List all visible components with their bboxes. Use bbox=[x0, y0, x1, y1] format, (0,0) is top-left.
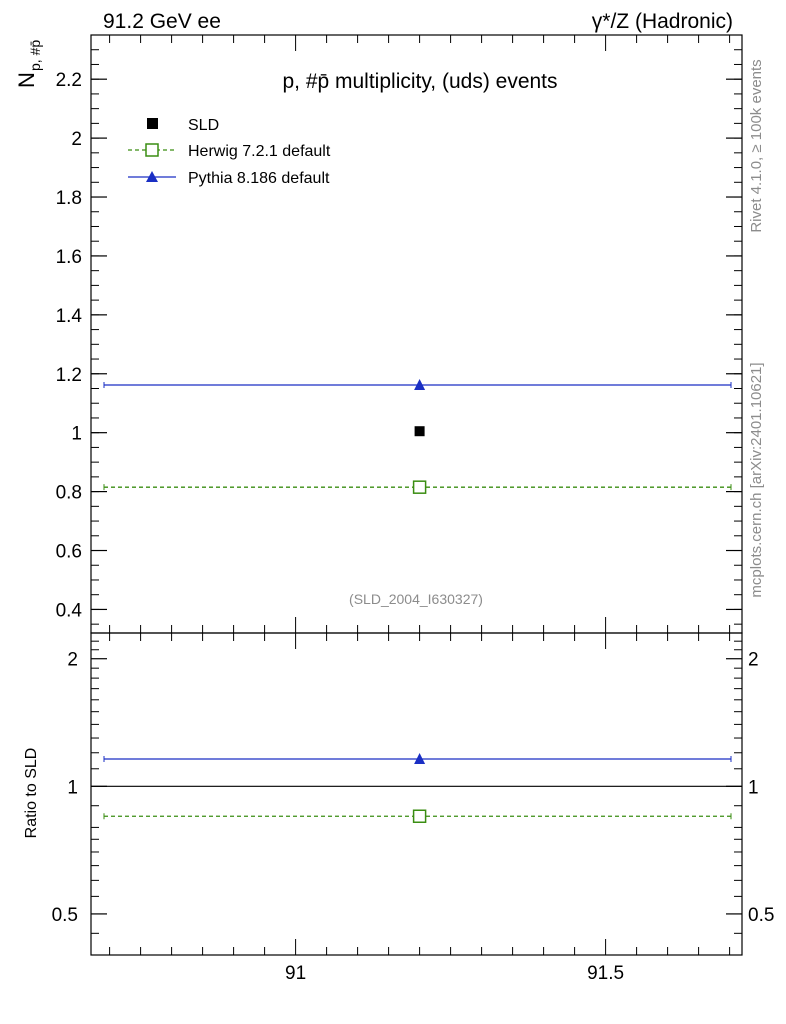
ratio-y-tick-label: 2 bbox=[67, 650, 78, 671]
main-y-tick-label: 1.2 bbox=[56, 365, 82, 386]
ratio-y-tick-label-right: 1 bbox=[748, 777, 759, 798]
main-y-tick-label: 0.8 bbox=[56, 483, 82, 504]
ratio-x-ticks: 91 91.5 bbox=[109, 633, 731, 984]
main-x-ticks bbox=[109, 35, 731, 633]
main-y-ticks: 0.4 0.6 0.8 1 1.2 1.4 1.6 1.8 2 2.2 bbox=[56, 34, 742, 625]
legend-label-herwig: Herwig 7.2.1 default bbox=[188, 143, 331, 160]
legend-label-data: SLD bbox=[188, 117, 219, 134]
legend-label-pythia: Pythia 8.186 default bbox=[188, 170, 330, 187]
ratio-y-axis-label: Ratio to SLD bbox=[23, 748, 40, 839]
rivet-version-label: Rivet 4.1.0, ≥ 100k events bbox=[748, 59, 765, 232]
marker-herwig bbox=[412, 480, 427, 494]
main-y-tick-label: 0.6 bbox=[56, 542, 82, 563]
main-y-tick-label: 1 bbox=[71, 424, 82, 445]
y-axis-label-sub: p, #p̄ bbox=[27, 40, 43, 71]
ratio-y-tick-label: 0.5 bbox=[52, 905, 78, 926]
marker-pythia bbox=[414, 378, 426, 390]
ratio-y-tick-label-right: 0.5 bbox=[748, 905, 774, 926]
ratio-series bbox=[103, 753, 732, 823]
main-y-tick-label: 2.2 bbox=[56, 70, 82, 91]
legend-marker-data bbox=[147, 118, 158, 129]
main-y-axis-title: N p, #p̄ bbox=[14, 40, 43, 88]
ratio-marker-pythia bbox=[414, 753, 426, 765]
ratio-y-tick-label-right: 2 bbox=[748, 650, 759, 671]
main-y-tick-label: 1.4 bbox=[56, 306, 83, 327]
ratio-y-ticks: 0.5 0.5 1 1 2 2 bbox=[52, 640, 774, 934]
ratio-panel-frame bbox=[90, 632, 743, 956]
main-y-tick-label: 1.8 bbox=[56, 188, 82, 209]
process-label: γ*/Z (Hadronic) bbox=[592, 10, 733, 33]
data-point-sld bbox=[414, 426, 425, 437]
main-y-tick-label: 0.4 bbox=[56, 600, 83, 621]
ratio-marker-herwig bbox=[412, 809, 427, 823]
main-series bbox=[103, 378, 732, 494]
x-tick-label: 91 bbox=[285, 963, 306, 984]
legend-marker-herwig bbox=[145, 143, 159, 157]
y-axis-label-main: N bbox=[14, 72, 39, 88]
energy-label: 91.2 GeV ee bbox=[103, 10, 221, 33]
main-y-tick-label: 1.6 bbox=[56, 247, 82, 268]
legend-marker-pythia bbox=[146, 171, 158, 182]
mcplots-label: mcplots.cern.ch [arXiv:2401.10621] bbox=[748, 362, 765, 597]
ratio-y-tick-label: 1 bbox=[67, 777, 78, 798]
x-tick-label: 91.5 bbox=[587, 963, 624, 984]
legend: SLD Herwig 7.2.1 default Pythia 8.186 de… bbox=[128, 117, 331, 187]
main-y-tick-label: 2 bbox=[71, 129, 82, 150]
chart-title: p, #p̄ multiplicity, (uds) events bbox=[282, 70, 557, 93]
analysis-id-label: (SLD_2004_I630327) bbox=[349, 591, 483, 607]
